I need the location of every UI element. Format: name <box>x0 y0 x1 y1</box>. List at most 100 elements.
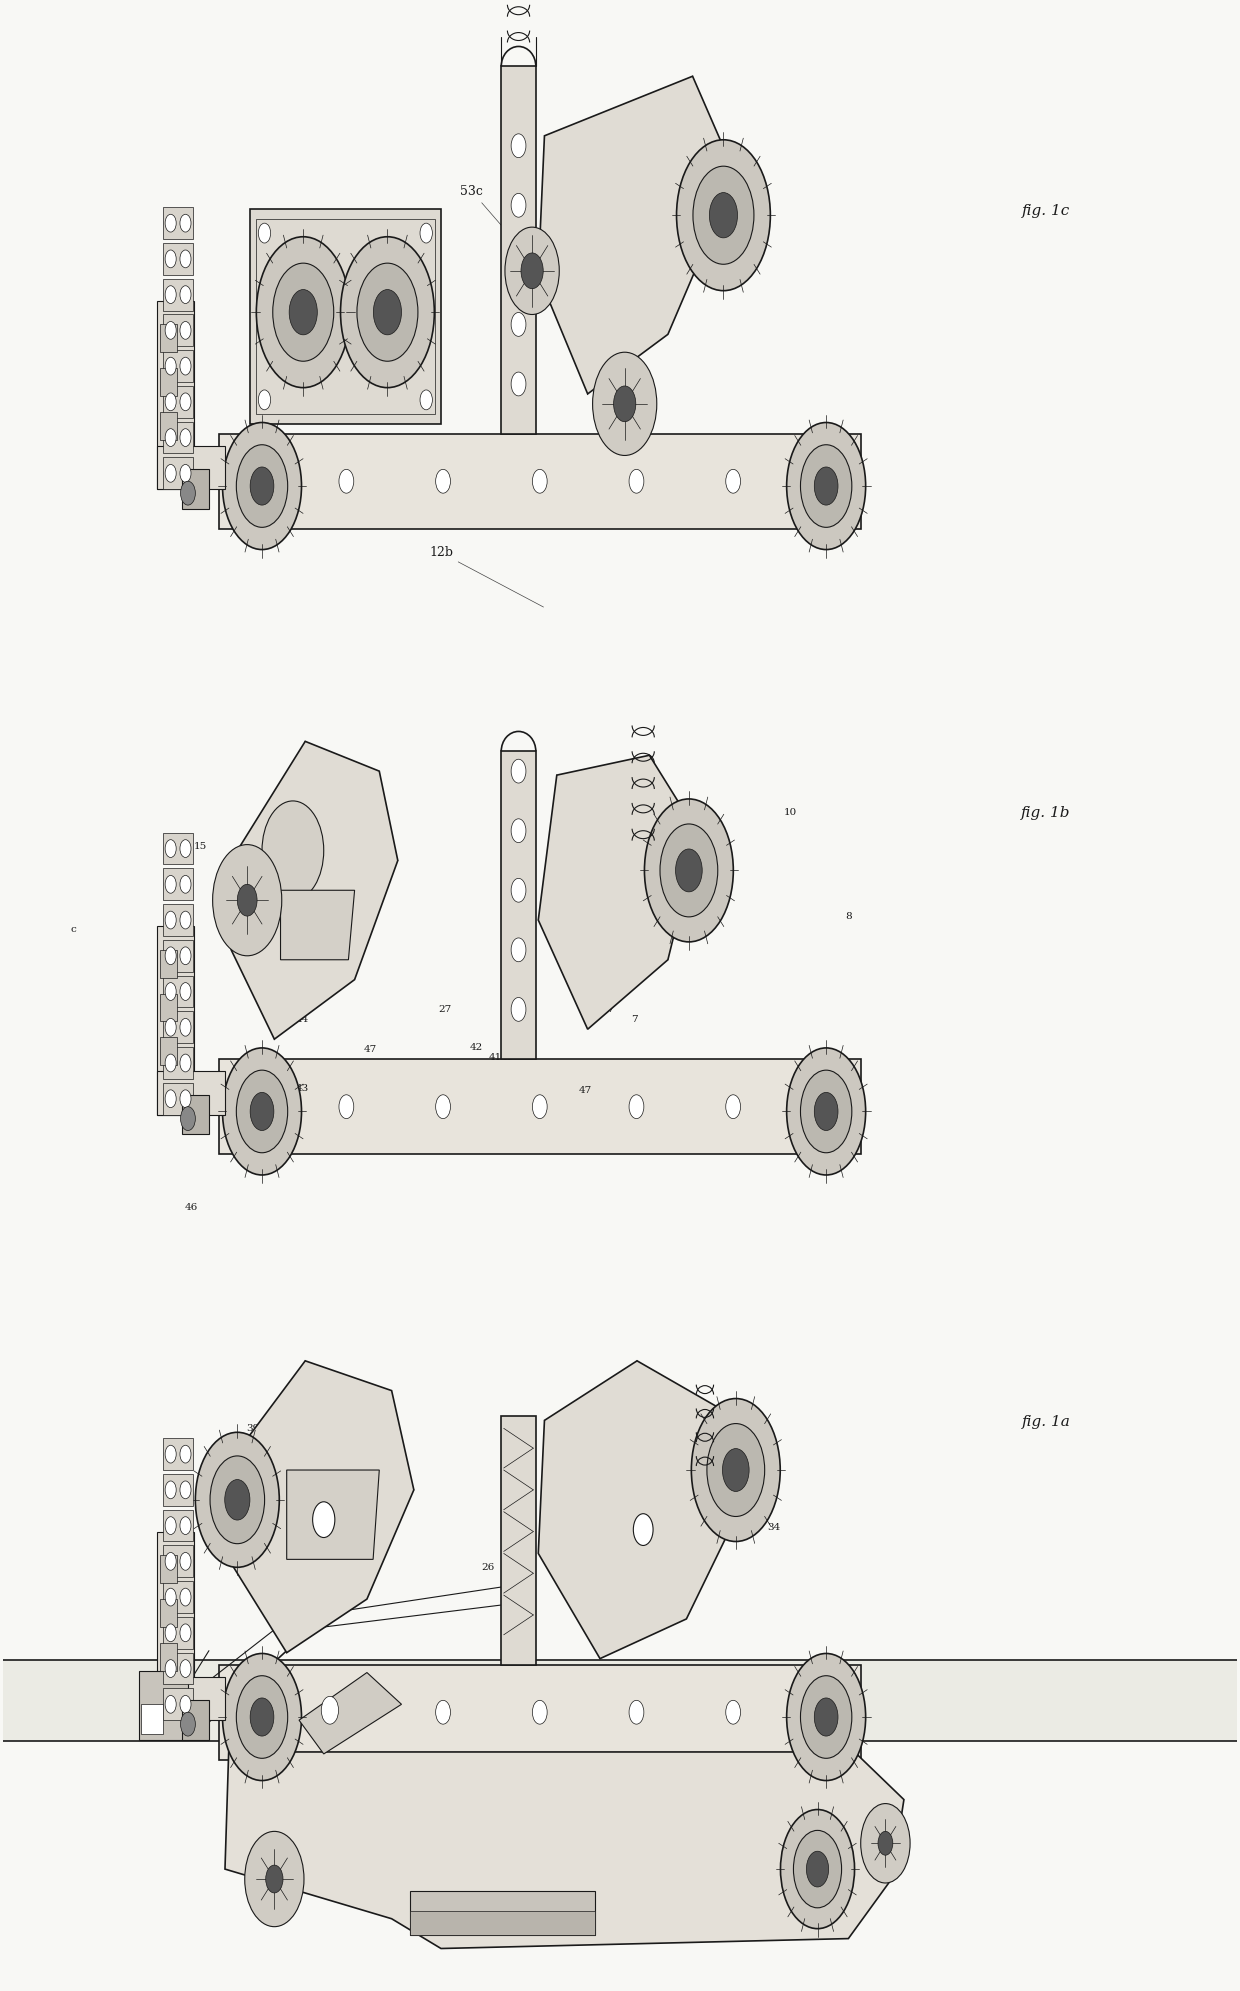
Text: 5: 5 <box>367 816 374 826</box>
Bar <box>164 1509 193 1541</box>
Circle shape <box>532 470 547 494</box>
Bar <box>164 350 193 382</box>
Circle shape <box>180 356 191 374</box>
Text: 17: 17 <box>345 1507 357 1517</box>
Circle shape <box>165 215 176 233</box>
Circle shape <box>181 1712 196 1736</box>
Circle shape <box>339 1095 353 1119</box>
Circle shape <box>801 1676 852 1758</box>
Text: 15: 15 <box>193 842 207 850</box>
Circle shape <box>511 818 526 842</box>
Circle shape <box>312 1501 335 1537</box>
Circle shape <box>511 878 526 902</box>
Circle shape <box>676 848 702 892</box>
Circle shape <box>629 1095 644 1119</box>
Circle shape <box>237 884 257 916</box>
Circle shape <box>250 1093 274 1131</box>
Text: 43: 43 <box>296 1085 309 1093</box>
Polygon shape <box>280 890 355 960</box>
Circle shape <box>165 1696 176 1712</box>
Text: 34: 34 <box>768 1523 781 1533</box>
Circle shape <box>180 1517 191 1535</box>
Circle shape <box>242 1095 257 1119</box>
Circle shape <box>786 1047 866 1175</box>
Circle shape <box>180 1625 191 1643</box>
Circle shape <box>244 1832 304 1927</box>
Circle shape <box>165 1625 176 1643</box>
Circle shape <box>165 1481 176 1499</box>
Circle shape <box>645 798 733 942</box>
Bar <box>164 976 193 1007</box>
Polygon shape <box>299 1672 402 1754</box>
Circle shape <box>165 912 176 930</box>
Circle shape <box>180 984 191 999</box>
Bar <box>160 325 177 352</box>
Circle shape <box>180 1053 191 1071</box>
Circle shape <box>265 1866 283 1893</box>
Text: 47: 47 <box>365 1045 377 1053</box>
Bar <box>164 1083 193 1115</box>
Circle shape <box>801 444 852 528</box>
Bar <box>410 1911 595 1935</box>
Circle shape <box>420 223 433 243</box>
Circle shape <box>257 237 350 388</box>
Circle shape <box>165 984 176 999</box>
Circle shape <box>165 876 176 894</box>
Circle shape <box>222 1047 301 1175</box>
Circle shape <box>822 1700 837 1724</box>
Circle shape <box>634 1513 653 1545</box>
Circle shape <box>725 1095 740 1119</box>
Text: 37: 37 <box>512 984 526 992</box>
Circle shape <box>165 1660 176 1678</box>
Circle shape <box>660 824 718 918</box>
Polygon shape <box>538 76 735 394</box>
Text: 8: 8 <box>844 912 852 920</box>
Text: 33: 33 <box>166 854 180 862</box>
Circle shape <box>180 1696 191 1712</box>
Circle shape <box>435 1095 450 1119</box>
Bar <box>157 446 224 490</box>
Circle shape <box>165 392 176 410</box>
Circle shape <box>222 422 301 550</box>
Circle shape <box>629 1700 644 1724</box>
Circle shape <box>180 948 191 966</box>
Bar <box>410 1891 595 1935</box>
Text: 41: 41 <box>489 1053 502 1061</box>
Text: 10: 10 <box>784 808 797 818</box>
Bar <box>157 926 195 1115</box>
Circle shape <box>709 193 738 237</box>
Circle shape <box>242 470 257 494</box>
Polygon shape <box>218 434 861 530</box>
Circle shape <box>180 1445 191 1463</box>
Bar <box>157 1531 195 1720</box>
Circle shape <box>258 390 270 410</box>
Text: fig. 1c: fig. 1c <box>1022 205 1070 219</box>
Circle shape <box>262 800 324 900</box>
Circle shape <box>180 1017 191 1035</box>
Bar <box>164 1473 193 1505</box>
Circle shape <box>165 1445 176 1463</box>
Circle shape <box>677 139 770 291</box>
Circle shape <box>815 1698 838 1736</box>
Text: 12b: 12b <box>429 546 543 607</box>
Bar <box>164 832 193 864</box>
Circle shape <box>806 1852 828 1887</box>
Bar <box>501 1416 536 1664</box>
Circle shape <box>861 1804 910 1883</box>
Bar <box>160 950 177 978</box>
Text: 47: 47 <box>579 1087 591 1095</box>
Bar <box>164 243 193 275</box>
Circle shape <box>511 997 526 1021</box>
Bar <box>139 1670 188 1740</box>
Circle shape <box>180 287 191 303</box>
Bar <box>164 904 193 936</box>
Circle shape <box>180 464 191 482</box>
Circle shape <box>725 470 740 494</box>
Circle shape <box>341 237 434 388</box>
Polygon shape <box>249 209 441 424</box>
Bar <box>501 751 536 1059</box>
Bar <box>2 1660 1238 1740</box>
Circle shape <box>180 1089 191 1107</box>
Circle shape <box>373 289 402 334</box>
Text: 9: 9 <box>620 984 627 992</box>
